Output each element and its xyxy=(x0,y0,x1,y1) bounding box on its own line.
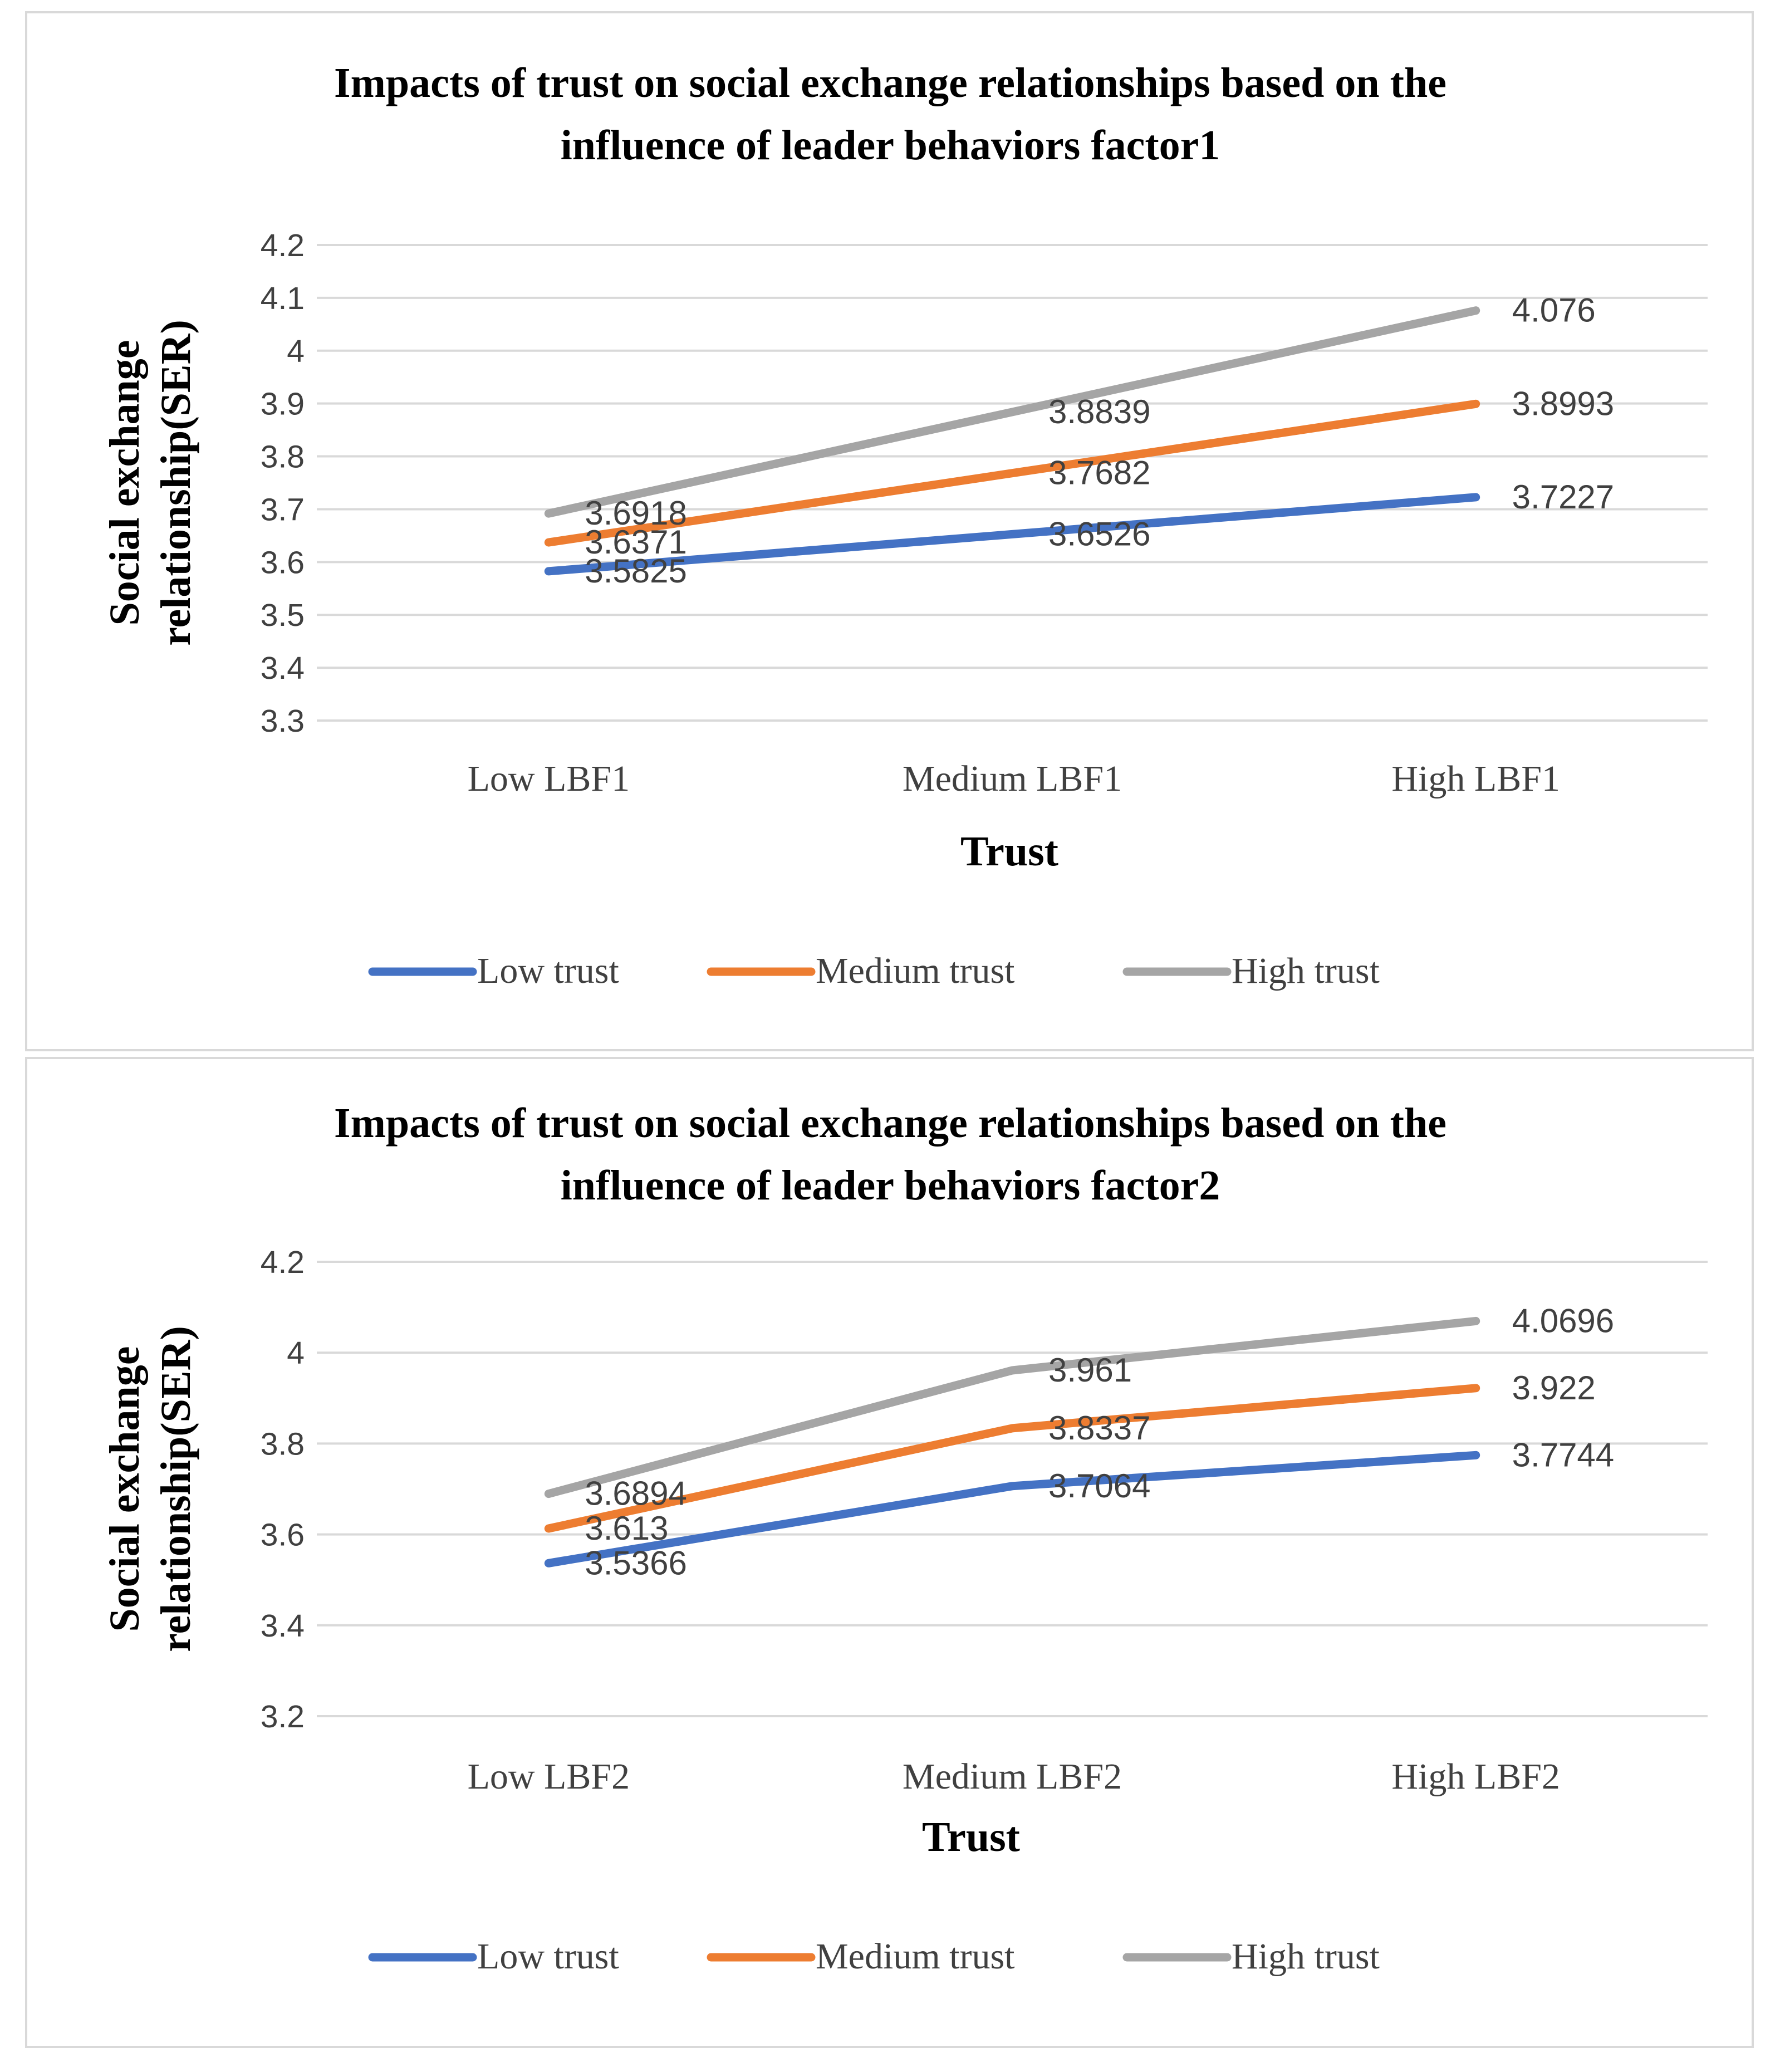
legend-label-low-trust: Low trust xyxy=(477,951,619,991)
x-axis-title: Trust xyxy=(960,828,1058,875)
data-label-low-trust: 3.6526 xyxy=(1048,515,1151,552)
y-tick-label: 4 xyxy=(287,334,305,369)
data-label-medium-trust: 3.922 xyxy=(1512,1369,1596,1407)
chart-title-line-2: influence of leader behaviors factor2 xyxy=(561,1162,1220,1209)
series-line-low-trust xyxy=(544,1451,1480,1568)
y-axis-title-line-2: relationship(SER) xyxy=(153,320,199,646)
y-tick-label: 4 xyxy=(287,1335,305,1371)
y-tick-label: 3.9 xyxy=(261,386,305,422)
data-label-low-trust: 3.7227 xyxy=(1512,478,1615,516)
y-tick-label: 4.2 xyxy=(261,1245,305,1280)
x-category-label: Low LBF2 xyxy=(468,1756,630,1797)
data-label-high-trust: 3.6918 xyxy=(585,494,687,532)
data-label-medium-trust: 3.8337 xyxy=(1048,1409,1151,1447)
series-line-high-trust xyxy=(544,306,1480,518)
series-line-medium-trust xyxy=(544,399,1480,547)
chart-title-line-1: Impacts of trust on social exchange rela… xyxy=(334,60,1446,106)
data-label-medium-trust: 3.7682 xyxy=(1048,454,1151,492)
chart-panel-2: Impacts of trust on social exchange rela… xyxy=(25,1057,1754,2048)
chart-title-line-2: influence of leader behaviors factor1 xyxy=(561,122,1220,169)
y-tick-label: 3.8 xyxy=(261,439,305,475)
x-category-label: Medium LBF2 xyxy=(903,1756,1122,1797)
data-label-high-trust: 4.076 xyxy=(1512,292,1596,329)
data-label-medium-trust: 3.613 xyxy=(585,1510,668,1547)
y-tick-label: 3.6 xyxy=(261,545,305,580)
data-label-low-trust: 3.5366 xyxy=(585,1544,687,1581)
y-tick-label: 3.4 xyxy=(261,650,305,686)
x-category-label: High LBF2 xyxy=(1391,1756,1560,1797)
data-label-medium-trust: 3.8993 xyxy=(1512,385,1615,422)
data-label-high-trust: 4.0696 xyxy=(1512,1302,1615,1339)
line-chart-2: Impacts of trust on social exchange rela… xyxy=(101,1100,1708,1977)
x-axis-title: Trust xyxy=(922,1814,1020,1860)
data-label-low-trust: 3.7744 xyxy=(1512,1436,1615,1473)
legend-label-low-trust: Low trust xyxy=(477,1936,619,1977)
y-tick-label: 4.2 xyxy=(261,228,305,263)
chart-title-line-1: Impacts of trust on social exchange rela… xyxy=(334,1100,1446,1147)
y-tick-label: 3.7 xyxy=(261,492,305,527)
legend-label-medium-trust: Medium trust xyxy=(816,951,1015,991)
y-axis-title-line-1: Social exchange xyxy=(101,1346,148,1632)
y-axis-title-line-2: relationship(SER) xyxy=(153,1326,199,1652)
line-chart-1: Impacts of trust on social exchange rela… xyxy=(101,60,1708,991)
x-category-label: Low LBF1 xyxy=(468,758,630,799)
y-tick-label: 3.6 xyxy=(261,1517,305,1553)
y-axis-title-line-1: Social exchange xyxy=(101,340,148,626)
y-tick-label: 4.1 xyxy=(261,281,305,316)
data-label-low-trust: 3.5825 xyxy=(585,552,687,590)
x-category-label: High LBF1 xyxy=(1391,758,1560,799)
x-category-label: Medium LBF1 xyxy=(903,758,1122,799)
y-tick-label: 3.2 xyxy=(261,1699,305,1735)
data-label-medium-trust: 3.6371 xyxy=(585,523,687,561)
y-tick-label: 3.3 xyxy=(261,703,305,739)
legend-label-high-trust: High trust xyxy=(1232,951,1380,991)
data-label-high-trust: 3.8839 xyxy=(1048,393,1151,430)
y-tick-label: 3.4 xyxy=(261,1608,305,1644)
series-line-high-trust xyxy=(544,1316,1480,1498)
legend-label-high-trust: High trust xyxy=(1232,1936,1380,1977)
data-label-high-trust: 3.6894 xyxy=(585,1475,687,1512)
series-line-medium-trust xyxy=(544,1384,1480,1533)
y-tick-label: 3.5 xyxy=(261,597,305,633)
legend-label-medium-trust: Medium trust xyxy=(816,1936,1015,1977)
series-line-low-trust xyxy=(544,493,1480,576)
data-label-high-trust: 3.961 xyxy=(1048,1351,1132,1389)
y-tick-label: 3.8 xyxy=(261,1426,305,1462)
chart-panel-1: Impacts of trust on social exchange rela… xyxy=(25,11,1754,1051)
data-label-low-trust: 3.7064 xyxy=(1048,1467,1151,1505)
